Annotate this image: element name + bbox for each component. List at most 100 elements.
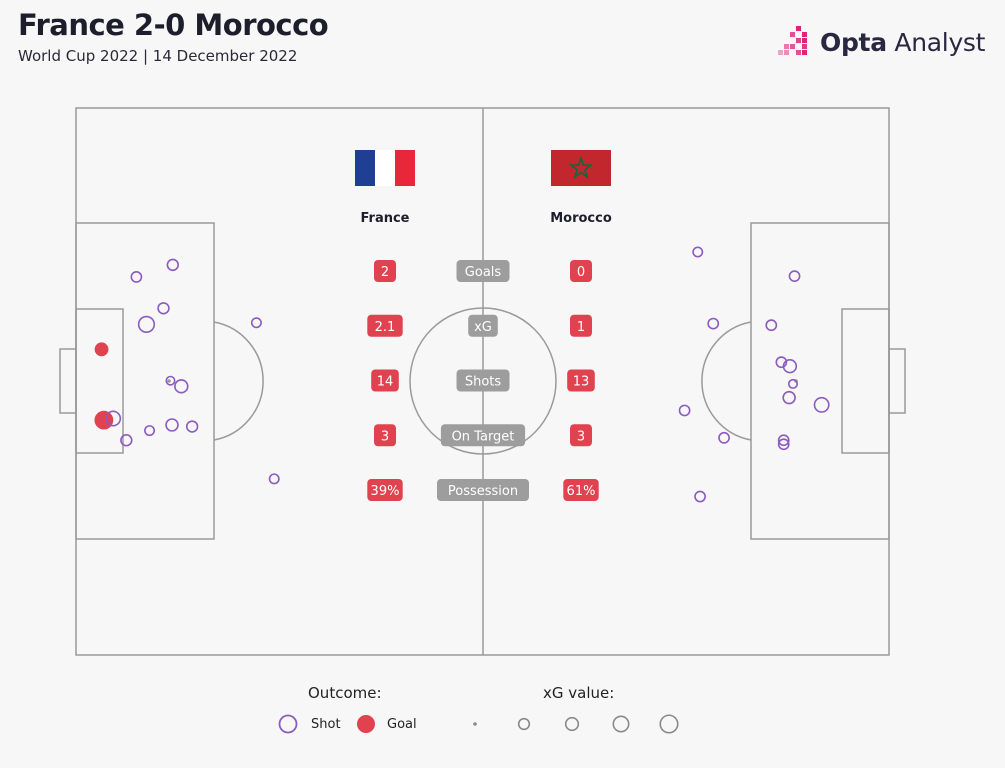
legend-xg-title: xG value: (543, 684, 615, 702)
away-stat-badge (567, 369, 595, 392)
france-shot-marker (105, 410, 122, 427)
away-shots-value: 13 (573, 375, 590, 390)
france-flag-icon (355, 150, 415, 186)
legend-goal-symbol (357, 715, 375, 733)
legend-xg-step-2 (517, 717, 531, 731)
home-stat-badge (374, 424, 396, 447)
legend-xg-step-1 (473, 722, 477, 726)
france-goal-marker (94, 342, 109, 357)
legend-xg-step-5 (659, 714, 679, 734)
legend-shot-label: Shot (311, 717, 341, 732)
right-penalty-arc (701, 321, 752, 441)
stat-label-goals: Goals (465, 265, 502, 280)
morocco-shot-marker (775, 356, 788, 369)
morocco-shot-marker (694, 490, 706, 503)
left-penalty-area (75, 222, 215, 540)
stat-row-shots: Shots 14 13 (371, 369, 595, 392)
shot-markers (94, 246, 830, 503)
legend-xg-step-4 (612, 715, 630, 733)
france-flag-white (375, 150, 395, 186)
france-shot-marker (144, 425, 156, 437)
france-shot-marker (120, 434, 133, 447)
left-penalty-spot (167, 379, 171, 383)
stat-label-xg: xG (474, 320, 492, 335)
brand-name-regular: Analyst (886, 27, 986, 57)
right-penalty-area (750, 222, 890, 540)
france-shot-marker (166, 258, 179, 272)
away-team-name: Morocco (550, 211, 612, 226)
stat-row-on-target: On Target 3 3 (374, 424, 592, 447)
morocco-flag-star (568, 155, 594, 180)
legend-shot-symbol (278, 714, 298, 734)
morocco-shot-marker (718, 431, 730, 444)
legend-xg-step-3 (564, 716, 580, 732)
away-stat-badge (570, 314, 592, 337)
home-possession-value: 39% (371, 484, 400, 499)
stat-row-possession: Possession 39% 61% (367, 479, 599, 501)
stat-label-badge (437, 479, 529, 501)
morocco-shot-marker (777, 438, 790, 451)
page-subtitle: World Cup 2022 | 14 December 2022 (18, 47, 298, 65)
stat-label-possession: Possession (448, 484, 518, 499)
morocco-flag-icon (551, 150, 611, 186)
opta-logo-icon (778, 26, 807, 55)
stat-label-badge (456, 369, 510, 392)
stat-label-badge (468, 314, 498, 337)
centre-circle (409, 307, 557, 455)
legend-goal-label: Goal (387, 717, 417, 732)
morocco-shot-marker (777, 434, 790, 447)
stat-label-shots: Shots (465, 375, 502, 390)
france-shot-marker (268, 473, 280, 485)
france-shot-marker (185, 420, 199, 433)
brand-name-bold: Opta (820, 27, 887, 57)
away-xg-value: 1 (577, 320, 585, 335)
legend (278, 714, 679, 734)
legend-outcome-title: Outcome: (308, 684, 382, 702)
morocco-shot-marker (707, 317, 720, 330)
home-stat-badge (367, 479, 403, 501)
france-shot-marker (174, 379, 189, 394)
morocco-shot-marker (787, 378, 798, 389)
home-goals-value: 2 (381, 265, 389, 280)
stat-row-goals: Goals 2 0 (374, 260, 592, 282)
stats-table: Goals 2 0 xG 2.1 1 Shots 14 13 On Target 3 3 Possess… (367, 260, 599, 501)
france-flag-red (395, 150, 415, 186)
france-shot-marker (165, 418, 179, 432)
away-stat-badge (570, 260, 592, 282)
morocco-flag-field (551, 150, 611, 186)
france-goal-marker (94, 410, 114, 430)
france-shot-marker (137, 315, 156, 333)
away-on-target-value: 3 (577, 429, 585, 444)
france-flag-blue (355, 150, 375, 186)
morocco-shot-marker (788, 270, 801, 283)
left-six-yard-box (75, 308, 124, 454)
home-team-name: France (360, 211, 409, 226)
right-six-yard-box (841, 308, 890, 454)
home-stat-badge (374, 260, 396, 282)
morocco-shot-marker (782, 390, 796, 405)
stat-label-badge (440, 424, 526, 447)
stat-label-badge (456, 260, 510, 282)
home-xg-value: 2.1 (375, 320, 396, 335)
away-goals-value: 0 (577, 265, 585, 280)
stat-label-on-target: On Target (452, 429, 515, 444)
morocco-shot-marker (813, 396, 830, 413)
stat-row-xg: xG 2.1 1 (367, 314, 592, 337)
away-stat-badge (563, 479, 599, 501)
france-shot-marker (130, 271, 143, 283)
brand-name: Opta Analyst (820, 28, 985, 57)
right-goal (888, 348, 906, 414)
france-shot-marker (157, 302, 170, 315)
france-shot-marker (165, 375, 176, 386)
home-stat-badge (371, 369, 399, 392)
morocco-shot-marker (765, 319, 778, 332)
home-on-target-value: 3 (381, 429, 389, 444)
away-stat-badge (570, 424, 592, 447)
home-shots-value: 14 (377, 375, 394, 390)
left-penalty-arc (213, 321, 264, 441)
page-title: France 2-0 Morocco (18, 8, 329, 42)
morocco-shot-marker (692, 246, 704, 258)
left-goal (59, 348, 77, 414)
france-shot-marker (250, 317, 262, 329)
